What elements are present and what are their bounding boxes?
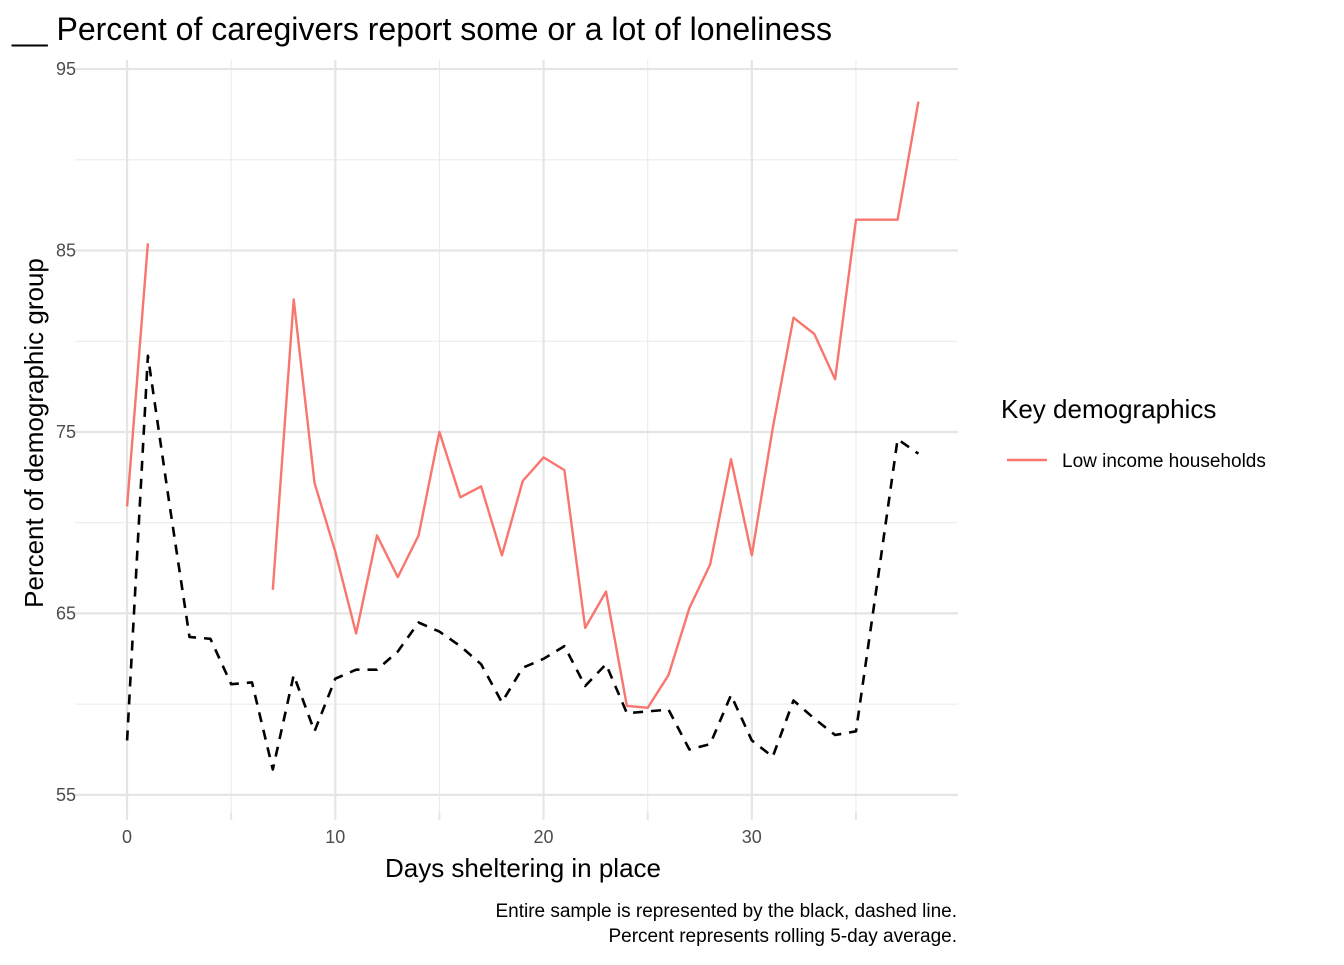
caption-line-1: Entire sample is represented by the blac… xyxy=(495,901,957,922)
y-tick-label: 85 xyxy=(56,241,76,261)
y-tick-label: 95 xyxy=(56,59,76,79)
series-line-low-income-households xyxy=(271,101,920,709)
chart-title: __ Percent of caregivers report some or … xyxy=(11,11,832,47)
x-tick-label: 10 xyxy=(325,827,345,847)
x-axis-title: Days sheltering in place xyxy=(385,853,661,883)
grid xyxy=(75,60,958,813)
legend-title: Key demographics xyxy=(1001,394,1216,424)
series-line-low-income-households xyxy=(125,243,150,507)
series-line-entire-sample xyxy=(125,354,920,771)
x-tick-label: 30 xyxy=(742,827,762,847)
x-tick-label: 20 xyxy=(534,827,554,847)
y-tick-label: 65 xyxy=(56,603,76,623)
tick-labels: 0 10 20 30 55 65 75 85 95 xyxy=(56,59,762,847)
y-axis-title: Percent of demographic group xyxy=(19,258,49,608)
plot-lines xyxy=(125,101,920,771)
y-tick-label: 75 xyxy=(56,422,76,442)
caption-line-2: Percent represents rolling 5-day average… xyxy=(608,926,957,947)
axis-ticks xyxy=(126,813,857,820)
legend: Key demographics Low income households xyxy=(1001,394,1266,472)
x-tick-label: 0 xyxy=(122,827,132,847)
y-tick-label: 55 xyxy=(56,785,76,805)
legend-label-low-income: Low income households xyxy=(1062,451,1266,472)
